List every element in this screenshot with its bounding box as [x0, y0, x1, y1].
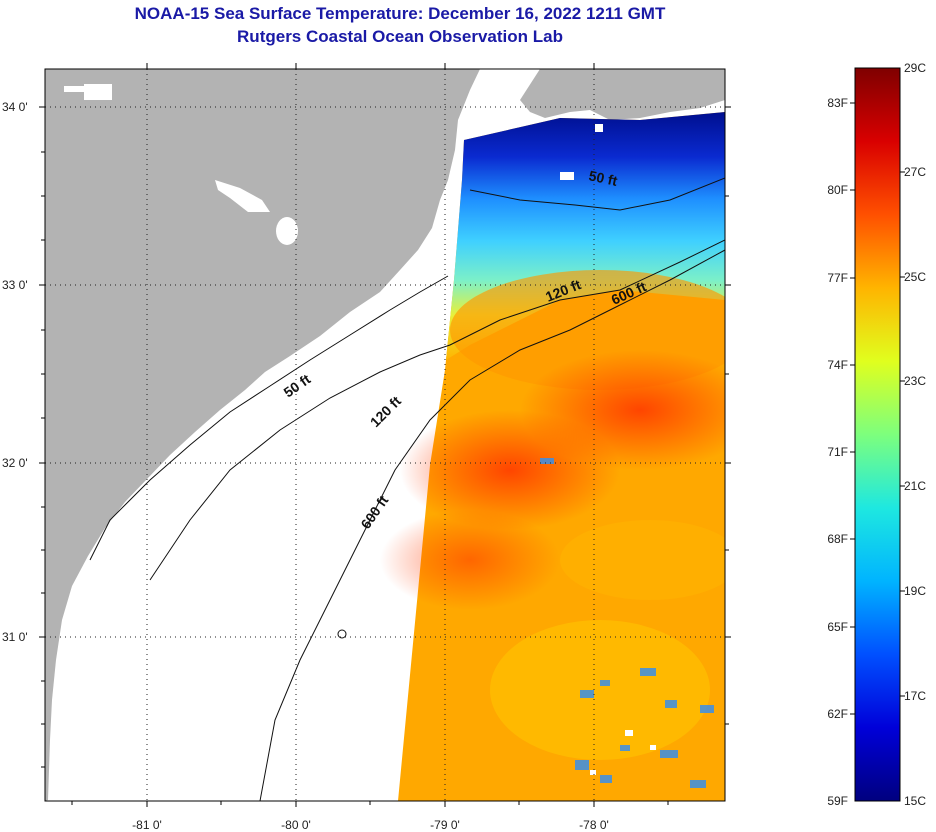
colorbar-label-83f: 83F	[827, 96, 848, 110]
colorbar-label-59f: 59F	[827, 794, 848, 808]
colorbar-label-65f: 65F	[827, 620, 848, 634]
map-title: NOAA-15 Sea Surface Temperature: Decembe…	[134, 4, 666, 23]
colorbar-label-77f: 77F	[827, 271, 848, 285]
colorbar-label-68f: 68F	[827, 532, 848, 546]
colorbar-label-80f: 80F	[827, 183, 848, 197]
lon-label-81: -81 0'	[132, 818, 162, 832]
land-area	[45, 69, 480, 801]
colorbar-label-17c: 17C	[904, 689, 926, 703]
colorbar-label-21c: 21C	[904, 479, 926, 493]
colorbar-label-29c: 29C	[904, 61, 926, 75]
colorbar-label-71f: 71F	[827, 445, 848, 459]
colorbar-label-15c: 15C	[904, 794, 926, 808]
lat-label-31: 31 0'	[2, 630, 28, 644]
colorbar	[854, 67, 901, 802]
map-subtitle: Rutgers Coastal Ocean Observation Lab	[237, 27, 563, 46]
map-frame	[44, 68, 726, 802]
lon-label-78: -78 0'	[579, 818, 609, 832]
lat-label-32: 32 0'	[2, 456, 28, 470]
colorbar-label-25c: 25C	[904, 270, 926, 284]
lon-label-79: -79 0'	[430, 818, 460, 832]
colorbar-label-74f: 74F	[827, 358, 848, 372]
axis-ticks	[39, 63, 731, 807]
colorbar-label-23c: 23C	[904, 374, 926, 388]
map-plot-area: 50 ft 120 ft 600 ft 50 ft 120 ft 600 ft	[45, 69, 725, 801]
colorbar-label-27c: 27C	[904, 165, 926, 179]
colorbar-label-19c: 19C	[904, 584, 926, 598]
colorbar-ticks	[850, 102, 905, 715]
contour-label-50ft-north: 50 ft	[587, 167, 619, 189]
lat-label-34: 34 0'	[2, 100, 28, 114]
colorbar-label-62f: 62F	[827, 707, 848, 721]
lat-lon-grid	[45, 69, 725, 801]
sst-swath	[380, 112, 725, 801]
depth-contours	[89, 177, 725, 801]
lat-label-33: 33 0'	[2, 278, 28, 292]
lon-label-80: -80 0'	[281, 818, 311, 832]
